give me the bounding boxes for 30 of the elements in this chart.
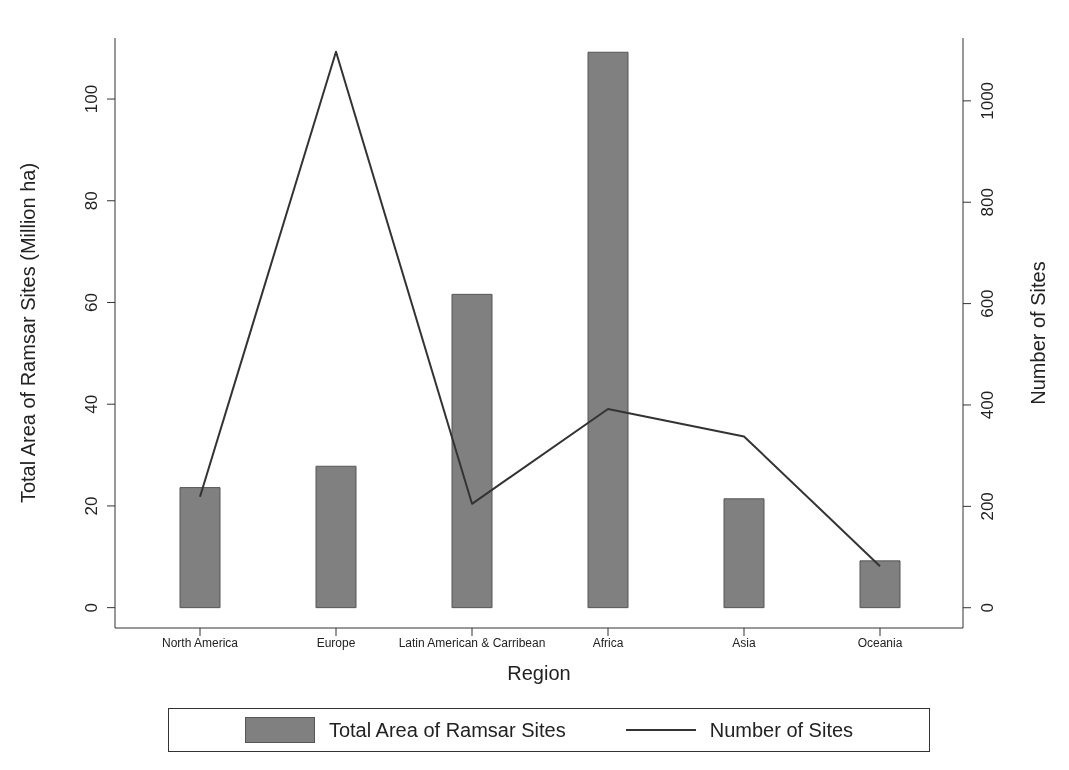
y-tick-label: 60	[82, 293, 101, 312]
line-series	[199, 50, 881, 568]
legend-label: Total Area of Ramsar Sites	[328, 718, 566, 742]
y-tick-label: 40	[82, 394, 101, 414]
x-tick-label: North America	[161, 635, 239, 650]
bar	[587, 51, 629, 609]
y2-tick-label: 0	[978, 602, 997, 613]
y-tick-label: 100	[82, 84, 101, 114]
y2-tick-label: 200	[978, 492, 997, 521]
bar	[179, 487, 221, 609]
y2-tick-label: 600	[978, 289, 997, 318]
y-axis-title: Total Area of Ramsar Sites (Million ha)	[17, 162, 40, 504]
x-tick-label: Europe	[316, 635, 356, 650]
bar	[315, 465, 357, 609]
x-tick-label: Asia	[732, 635, 756, 650]
x-tick-label: Africa	[592, 635, 624, 650]
y-tick-label: 80	[82, 191, 101, 211]
y-tick-label: 20	[82, 496, 101, 516]
y2-tick-label: 800	[978, 188, 997, 217]
x-axis-title: Region	[507, 662, 571, 684]
bar	[859, 560, 901, 609]
bar	[723, 498, 765, 609]
y2-tick-label: 400	[978, 390, 997, 420]
bar	[451, 293, 493, 609]
x-tick-label: Latin American & Carribean	[398, 635, 546, 650]
legend-label: Number of Sites	[709, 718, 854, 742]
x-tick-label: Oceania	[857, 635, 903, 650]
y2-tick-label: 1000	[978, 81, 997, 120]
y2-axis-title: Number of Sites	[1027, 261, 1050, 405]
y-tick-label: 0	[82, 602, 101, 613]
